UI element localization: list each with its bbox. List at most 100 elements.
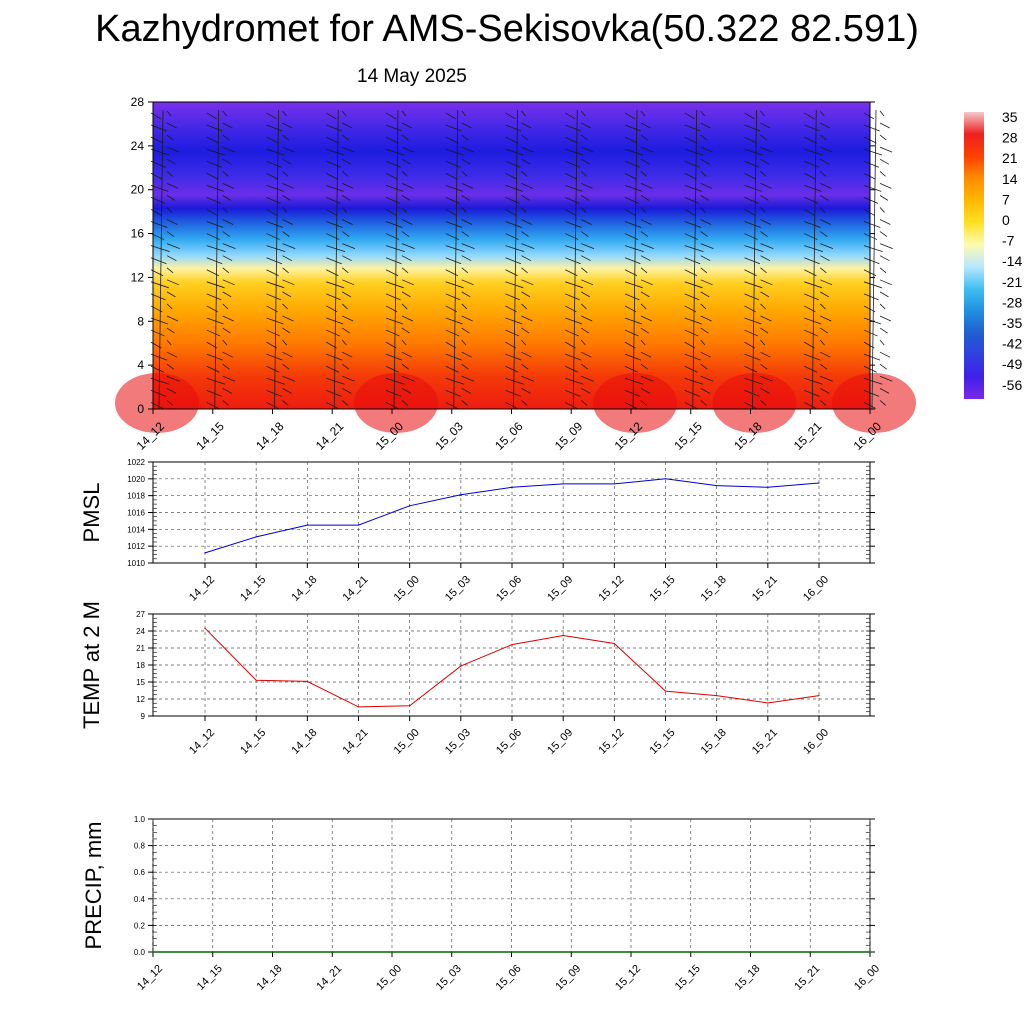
heatmap-warm-core: [115, 373, 199, 433]
wind-barb: [684, 233, 698, 240]
wind-barb: [461, 291, 471, 298]
wind-barb: [581, 158, 591, 165]
wind-barb: [385, 160, 401, 168]
temp-panel: 9 12 15 18 21 24 27 14_12 14_15 14_18 14_21 15_00 15…: [79, 601, 875, 757]
wind-barb: [166, 122, 177, 129]
wind-barb: [581, 327, 590, 334]
wind-barb: [222, 195, 231, 201]
wind-barb: [565, 389, 581, 397]
wind-barb: [684, 221, 702, 228]
wind-barb: [282, 339, 288, 346]
wind-barb: [166, 219, 178, 225]
wind-barb: [505, 136, 519, 144]
wind-barb: [206, 245, 226, 253]
wind-barb: [401, 255, 412, 262]
wind-barb: [166, 339, 172, 346]
wind-barb: [879, 303, 886, 310]
wind-barb: [581, 315, 593, 322]
wind-barb: [282, 315, 294, 322]
wind-barb: [760, 279, 773, 286]
heatmap-warm-core: [712, 373, 797, 433]
wind-barb: [505, 148, 524, 156]
series-point: [818, 482, 820, 484]
wind-barb: [445, 148, 464, 156]
wind-barb: [700, 388, 711, 394]
wind-barb: [401, 315, 414, 322]
wind-barb: [879, 327, 888, 334]
wind-barb: [282, 388, 292, 394]
series-point: [630, 951, 632, 953]
wind-barb: [461, 182, 474, 189]
wind-barb: [624, 124, 641, 132]
wind-barb: [505, 221, 522, 228]
wind-barb: [700, 207, 706, 213]
wind-barb: [804, 329, 819, 337]
wind-barb: [521, 219, 532, 225]
panel-x-tick-label: 15_09: [545, 727, 575, 757]
wind-barb: [282, 195, 291, 201]
wind-barb: [222, 158, 232, 165]
wind-barb: [684, 365, 698, 373]
wind-barb: [166, 158, 176, 165]
wind-barb: [385, 317, 404, 325]
series-point: [716, 695, 718, 697]
panel-x-tick-label: 15_03: [434, 963, 464, 993]
wind-barb: [342, 134, 349, 141]
wind-barb: [326, 124, 343, 132]
wind-barb: [282, 110, 287, 117]
panel-y-tick-label: 27: [136, 610, 145, 619]
panel-x-tick-label: 14_18: [289, 727, 319, 757]
wind-barb: [760, 182, 772, 189]
wind-barb: [819, 207, 826, 213]
wind-barb: [326, 184, 344, 192]
colorbar-label: -14: [1002, 253, 1022, 269]
wind-barb: [580, 339, 586, 346]
wind-barb: [879, 375, 893, 382]
wind-barb: [206, 389, 222, 397]
wind-barb: [401, 291, 411, 298]
wind-barb: [206, 112, 217, 120]
wind-barb: [581, 363, 589, 370]
wind-barb: [565, 221, 582, 228]
wind-barb: [820, 158, 830, 165]
heatmap-x-tick-label: 15_06: [492, 419, 526, 453]
wind-barb: [505, 172, 518, 180]
wind-barb: [820, 315, 832, 322]
wind-barb: [744, 353, 761, 361]
wind-barb: [700, 267, 708, 274]
wind-barb: [401, 363, 409, 370]
wind-barb: [804, 112, 815, 120]
heatmap-y-tick-label: 4: [137, 358, 144, 372]
wind-barb: [760, 315, 772, 322]
wind-barb: [521, 327, 530, 334]
series-point: [613, 483, 615, 485]
wind-barb: [624, 257, 641, 265]
wind-barb: [521, 375, 535, 382]
wind-barb-staff: [871, 109, 877, 410]
wind-barb: [879, 134, 887, 141]
panel-x-tick-label: 15_00: [392, 727, 422, 757]
wind-barb: [341, 207, 348, 213]
wind-barb: [326, 389, 342, 397]
wind-barb: [684, 136, 698, 144]
wind-barb: [342, 122, 353, 129]
wind-barb: [342, 182, 354, 189]
wind-barb: [565, 317, 583, 325]
wind-barb: [445, 136, 459, 144]
wind-barb: [744, 329, 759, 337]
wind-barb: [222, 375, 236, 382]
wind-barb: [341, 110, 347, 117]
wind-barb: [624, 233, 639, 240]
wind-barb: [222, 255, 233, 262]
wind-barb: [342, 243, 356, 250]
wind-barb: [640, 303, 647, 310]
wind-barb: [385, 136, 399, 144]
wind-barb: [266, 353, 283, 361]
wind-barb: [150, 124, 167, 132]
panel-x-tick-label: 15_18: [699, 727, 729, 757]
wind-barb: [744, 317, 762, 325]
heatmap-warm-core: [832, 373, 916, 433]
colorbar-label: 28: [1002, 130, 1018, 146]
wind-barb: [222, 231, 230, 237]
wind-barb: [222, 243, 236, 250]
